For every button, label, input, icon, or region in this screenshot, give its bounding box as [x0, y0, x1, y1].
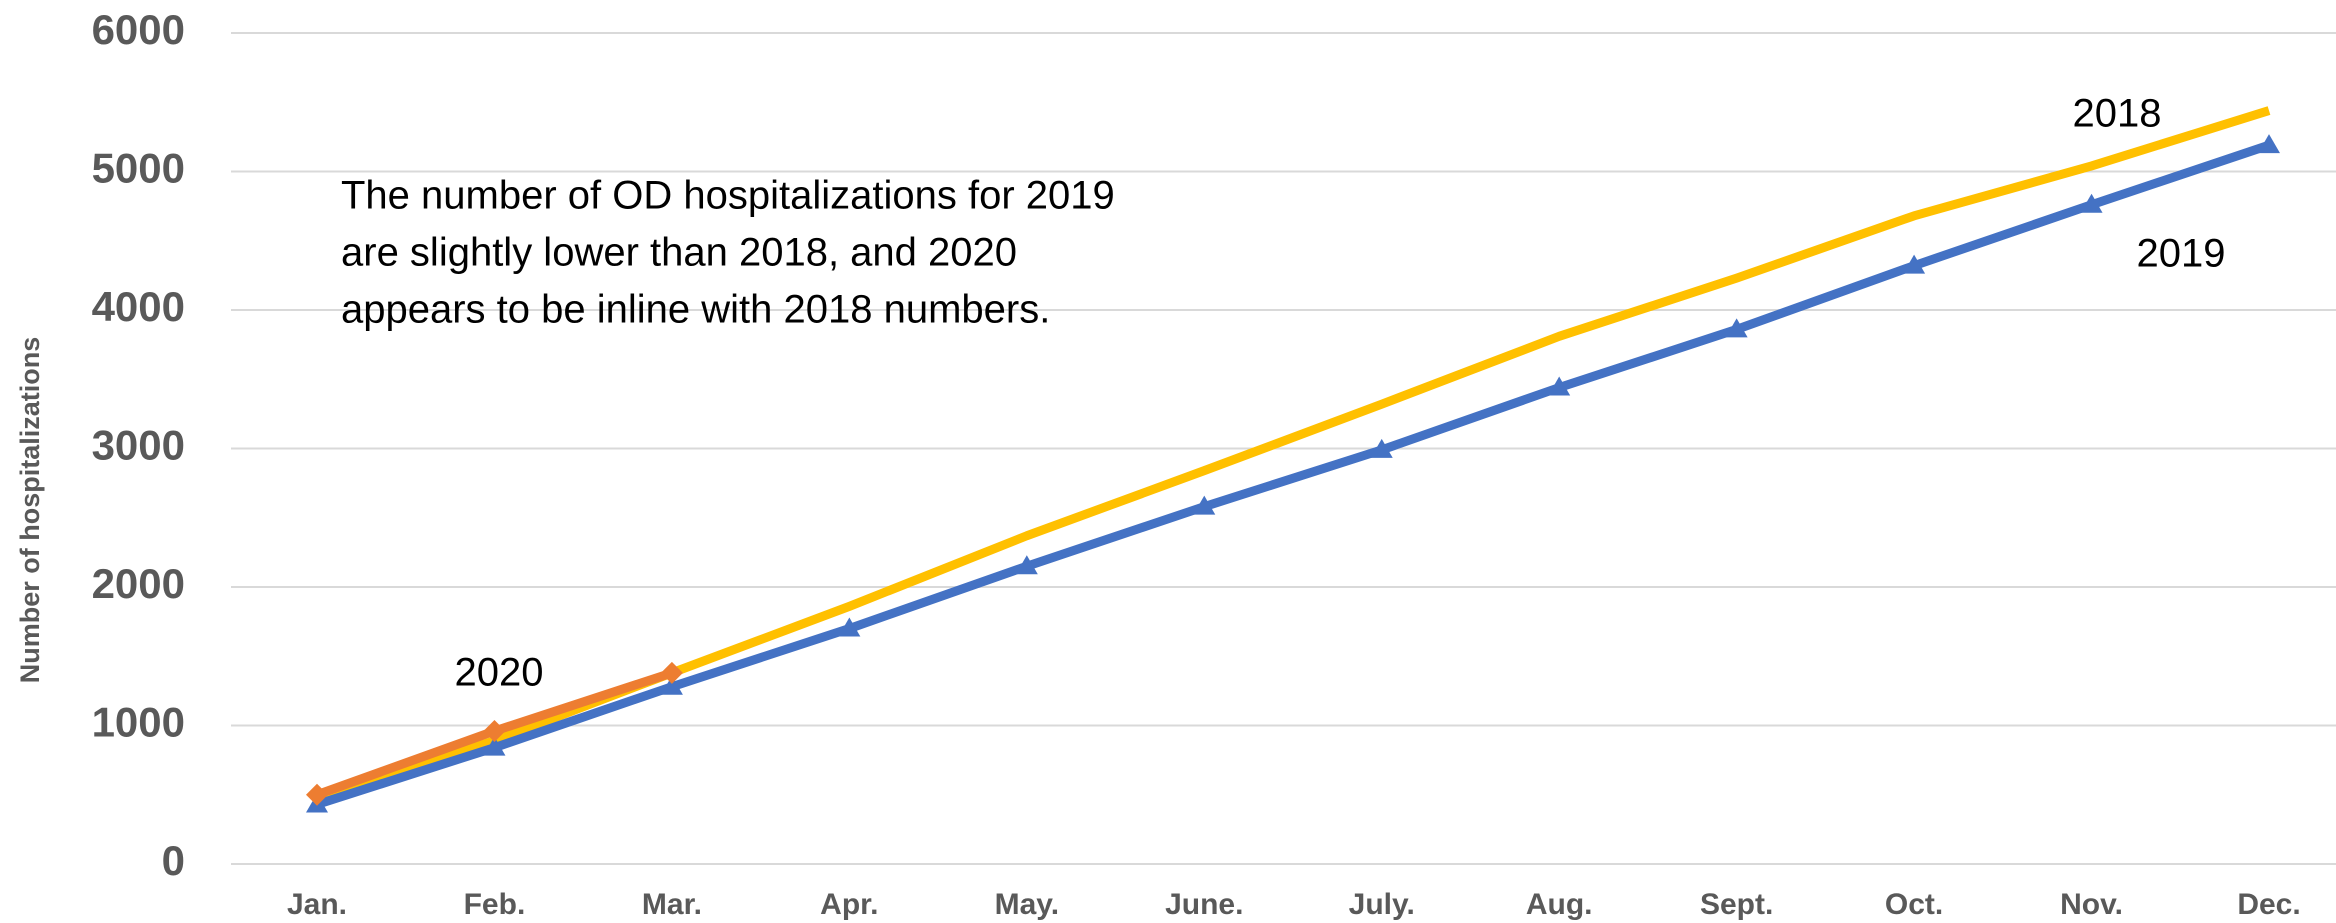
- marker: [1548, 376, 1571, 396]
- y-axis-label: Number of hospitalizations: [15, 337, 45, 684]
- marker: [660, 661, 683, 684]
- marker: [838, 617, 861, 637]
- y-tick-label: 4000: [92, 283, 185, 330]
- series-line: [315, 140, 2271, 809]
- marker: [1725, 318, 1748, 338]
- y-tick-label: 6000: [92, 6, 185, 53]
- x-tick-label: June.: [1165, 888, 1243, 921]
- marker: [483, 736, 506, 756]
- marker: [306, 783, 328, 806]
- marker: [1193, 495, 1216, 515]
- x-tick-label: Nov.: [2060, 888, 2123, 921]
- x-tick-label: Jan.: [287, 888, 347, 921]
- annotation: The number of OD hospitalizations for 20…: [341, 174, 1115, 218]
- x-tick-label: Aug.: [1526, 888, 1593, 921]
- y-tick-label: 3000: [92, 422, 185, 469]
- y-tick-label: 1000: [92, 699, 185, 746]
- series-label: 2019: [2137, 232, 2226, 276]
- annotation: are slightly lower than 2018, and 2020: [341, 231, 1017, 275]
- marker: [2080, 193, 2103, 213]
- x-tick-label: July.: [1349, 888, 1415, 921]
- marker: [660, 675, 683, 695]
- marker: [1015, 555, 1038, 575]
- x-tick-label: Feb.: [464, 888, 526, 921]
- x-tick-label: Mar.: [642, 888, 702, 921]
- y-tick-label: 2000: [92, 560, 185, 607]
- series-label: 2018: [2073, 92, 2162, 136]
- y-tick-label: 5000: [92, 145, 185, 192]
- marker: [483, 720, 506, 743]
- marker: [2258, 134, 2280, 154]
- x-tick-label: Apr.: [820, 888, 878, 921]
- x-tick-label: Oct.: [1885, 888, 1943, 921]
- series-label: 2020: [455, 651, 544, 695]
- y-tick-label: 0: [162, 837, 185, 884]
- marker: [1370, 438, 1393, 458]
- annotation: appears to be inline with 2018 numbers.: [341, 288, 1050, 332]
- x-tick-label: Dec.: [2237, 888, 2300, 921]
- marker: [1903, 254, 1926, 274]
- x-tick-label: May.: [995, 888, 1059, 921]
- x-tick-label: Sept.: [1700, 888, 1773, 921]
